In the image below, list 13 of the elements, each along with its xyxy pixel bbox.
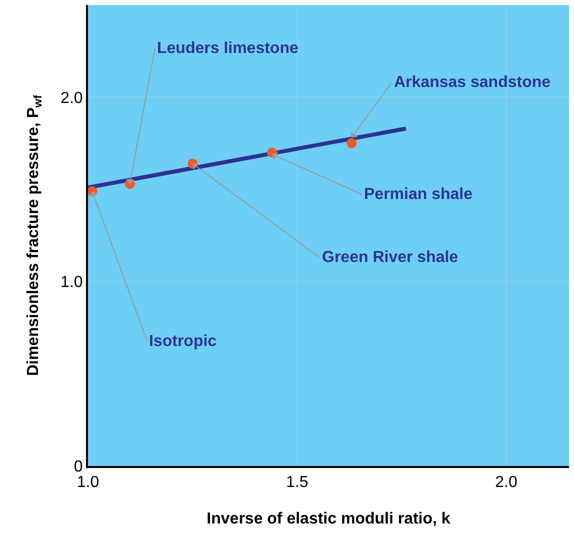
x-tick-label: 1.5 xyxy=(286,474,308,492)
point xyxy=(346,138,356,148)
x-tick-label: 2.0 xyxy=(495,474,518,492)
annotation: Permian shale xyxy=(364,186,473,203)
annotation: Isotropic xyxy=(149,333,217,350)
y-tick-label: 0 xyxy=(74,458,83,476)
x-tick-label: 1.0 xyxy=(76,474,100,492)
y-tick-label: 2.0 xyxy=(60,90,83,107)
annotation: Green River shale xyxy=(322,249,458,266)
annotation: Arkansas sandstone xyxy=(394,74,551,91)
y-tick-label: 1.0 xyxy=(60,274,83,292)
annotation: Leuders limestone xyxy=(157,40,298,57)
x-axis-title: Inverse of elastic moduli ratio, k xyxy=(206,510,450,528)
